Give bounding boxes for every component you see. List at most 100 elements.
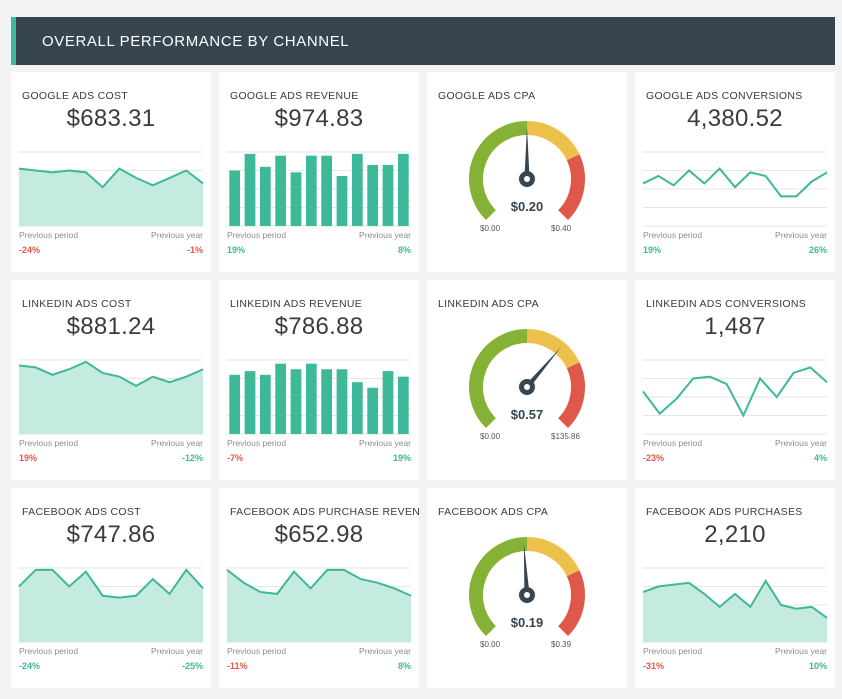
linkedin-ads-conversions-previous-year-value: 4% bbox=[813, 453, 827, 463]
google-ads-revenue-bar[interactable] bbox=[351, 153, 363, 226]
linkedin-ads-revenue-bar[interactable] bbox=[305, 363, 317, 434]
linkedin-ads-cpa-title: LINKEDIN ADS CPA bbox=[438, 298, 539, 310]
facebook-ads-purchases-previous-period-label: Previous period bbox=[643, 646, 703, 656]
linkedin-ads-revenue-bar[interactable] bbox=[259, 374, 271, 434]
linkedin-ads-cost-chart bbox=[18, 359, 204, 435]
linkedin-ads-revenue-bar[interactable] bbox=[229, 374, 241, 434]
facebook-ads-purchases-previous-year-label: Previous year bbox=[775, 646, 827, 656]
facebook-ads-purchase-revenue-chart bbox=[226, 567, 412, 643]
google-ads-conversions-widget[interactable]: GOOGLE ADS CONVERSIONS 4,380.52 Previous p… bbox=[635, 72, 835, 272]
google-ads-conversions-previous-year-value: 26% bbox=[808, 245, 827, 255]
google-ads-cost-widget[interactable]: GOOGLE ADS COST $683.31 Previous period Pre… bbox=[11, 72, 211, 272]
linkedin-ads-cpa-min-label: $0.00 bbox=[480, 432, 501, 441]
google-ads-revenue-previous-year-label: Previous year bbox=[359, 230, 411, 240]
google-ads-cpa-needle-pin bbox=[524, 176, 530, 182]
google-ads-conversions-previous-year-label: Previous year bbox=[775, 230, 827, 240]
facebook-ads-cpa-widget[interactable]: FACEBOOK ADS CPA $0.19 $0.00 $0.39 bbox=[427, 488, 627, 688]
facebook-ads-cpa-gauge-mid-segment bbox=[526, 537, 580, 577]
google-ads-conversions-value: 4,380.52 bbox=[687, 105, 783, 132]
linkedin-ads-revenue-bar[interactable] bbox=[275, 363, 287, 434]
linkedin-ads-revenue-bar[interactable] bbox=[367, 387, 379, 434]
linkedin-ads-revenue-previous-year-value: 19% bbox=[392, 453, 411, 463]
facebook-ads-cpa-gauge-low-segment bbox=[469, 537, 528, 637]
google-ads-revenue-title: GOOGLE ADS REVENUE bbox=[230, 90, 359, 102]
linkedin-ads-revenue-chart bbox=[227, 359, 411, 435]
linkedin-ads-conversions-widget[interactable]: LINKEDIN ADS CONVERSIONS 1,487 Previous pe… bbox=[635, 280, 835, 480]
google-ads-cost-title: GOOGLE ADS COST bbox=[22, 90, 129, 102]
linkedin-ads-revenue-bar[interactable] bbox=[321, 369, 333, 434]
facebook-ads-purchase-revenue-previous-year-label: Previous year bbox=[359, 646, 411, 656]
facebook-ads-purchase-revenue-previous-period-label: Previous period bbox=[227, 646, 287, 656]
linkedin-ads-revenue-bar[interactable] bbox=[336, 369, 348, 434]
google-ads-revenue-bar[interactable] bbox=[290, 172, 302, 226]
facebook-ads-purchases-title: FACEBOOK ADS PURCHASES bbox=[646, 506, 803, 518]
facebook-ads-purchase-revenue-title: FACEBOOK ADS PURCHASE REVEN bbox=[230, 506, 419, 518]
google-ads-revenue-bar[interactable] bbox=[397, 153, 409, 226]
google-ads-cost-line bbox=[18, 167, 204, 189]
linkedin-ads-cost-area-fill bbox=[19, 361, 203, 434]
google-ads-revenue-bar[interactable] bbox=[321, 155, 333, 226]
linkedin-ads-conversions-previous-year-label: Previous year bbox=[775, 438, 827, 448]
linkedin-ads-revenue-bar[interactable] bbox=[351, 382, 363, 434]
google-ads-cpa-needle bbox=[524, 127, 530, 179]
linkedin-ads-cpa-widget[interactable]: LINKEDIN ADS CPA $0.57 $0.00 $135.86 bbox=[427, 280, 627, 480]
facebook-ads-purchases-previous-year-value: 10% bbox=[808, 661, 827, 671]
facebook-ads-purchase-revenue-previous-period-value: -11% bbox=[227, 661, 248, 671]
google-ads-cpa-widget[interactable]: GOOGLE ADS CPA $0.20 $0.00 $0.40 bbox=[427, 72, 627, 272]
facebook-ads-purchases-area-fill bbox=[643, 580, 827, 642]
linkedin-ads-cost-title: LINKEDIN ADS COST bbox=[22, 298, 132, 310]
google-ads-revenue-value: $974.83 bbox=[274, 105, 364, 132]
facebook-ads-cpa-needle bbox=[523, 543, 530, 596]
linkedin-ads-cpa-needle bbox=[525, 347, 561, 389]
google-ads-cost-value: $683.31 bbox=[66, 105, 156, 132]
facebook-ads-cost-value: $747.86 bbox=[66, 521, 156, 548]
facebook-ads-purchases-widget[interactable]: FACEBOOK ADS PURCHASES 2,210 Previous peri… bbox=[635, 488, 835, 688]
linkedin-ads-revenue-bar[interactable] bbox=[290, 369, 302, 434]
linkedin-ads-cost-value: $881.24 bbox=[66, 313, 156, 340]
linkedin-ads-revenue-bar[interactable] bbox=[382, 371, 394, 434]
google-ads-revenue-widget[interactable]: GOOGLE ADS REVENUE $974.83 Previous period… bbox=[219, 72, 419, 272]
facebook-ads-cost-line bbox=[18, 568, 204, 599]
facebook-ads-cpa-min-label: $0.00 bbox=[480, 640, 501, 649]
linkedin-ads-cost-previous-year-value: -12% bbox=[181, 453, 203, 463]
google-ads-revenue-chart bbox=[227, 151, 411, 227]
google-ads-revenue-bar[interactable] bbox=[259, 166, 271, 226]
linkedin-ads-cost-widget[interactable]: LINKEDIN ADS COST $881.24 Previous period P… bbox=[11, 280, 211, 480]
google-ads-revenue-bar[interactable] bbox=[336, 176, 348, 226]
facebook-ads-cost-widget[interactable]: FACEBOOK ADS COST $747.86 Previous period P… bbox=[11, 488, 211, 688]
facebook-ads-cpa-gauge-high-segment bbox=[557, 570, 585, 637]
linkedin-ads-cpa-gauge bbox=[469, 329, 585, 429]
facebook-ads-purchase-revenue-widget[interactable]: FACEBOOK ADS PURCHASE REVEN $652.98 Previo… bbox=[219, 488, 419, 688]
dashboard-title: OVERALL PERFORMANCE BY CHANNEL bbox=[42, 33, 350, 50]
facebook-ads-cpa-needle-pin bbox=[524, 592, 530, 598]
google-ads-cost-previous-period-value: -24% bbox=[19, 245, 41, 255]
google-ads-conversions-chart bbox=[642, 151, 828, 227]
google-ads-conversions-previous-period-value: 19% bbox=[643, 245, 662, 255]
google-ads-revenue-bar[interactable] bbox=[367, 164, 379, 226]
google-ads-revenue-bar[interactable] bbox=[229, 170, 241, 227]
linkedin-ads-revenue-widget[interactable]: LINKEDIN ADS REVENUE $786.88 Previous peri… bbox=[219, 280, 419, 480]
google-ads-conversions-previous-period-label: Previous period bbox=[643, 230, 703, 240]
facebook-ads-cost-previous-year-label: Previous year bbox=[151, 646, 203, 656]
facebook-ads-cost-area-fill bbox=[19, 569, 203, 642]
google-ads-cpa-gauge-high-segment bbox=[557, 154, 585, 221]
google-ads-revenue-bar[interactable] bbox=[382, 164, 394, 226]
facebook-ads-purchase-revenue-previous-year-value: 8% bbox=[397, 661, 411, 671]
linkedin-ads-cost-previous-period-label: Previous period bbox=[19, 438, 79, 448]
google-ads-cpa-gauge-low-segment bbox=[469, 121, 528, 221]
google-ads-conversions-title: GOOGLE ADS CONVERSIONS bbox=[646, 90, 803, 102]
linkedin-ads-revenue-previous-year-label: Previous year bbox=[359, 438, 411, 448]
linkedin-ads-revenue-bar[interactable] bbox=[244, 371, 256, 434]
linkedin-ads-cost-previous-period-value: 19% bbox=[19, 453, 38, 463]
linkedin-ads-revenue-bar[interactable] bbox=[397, 376, 409, 434]
google-ads-revenue-bar[interactable] bbox=[244, 153, 256, 226]
facebook-ads-cpa-max-label: $0.39 bbox=[551, 640, 572, 649]
google-ads-revenue-bar[interactable] bbox=[305, 155, 317, 226]
facebook-ads-cost-previous-period-value: -24% bbox=[19, 661, 41, 671]
linkedin-ads-cost-line bbox=[18, 360, 204, 388]
google-ads-cpa-gauge bbox=[469, 121, 585, 221]
google-ads-revenue-bar[interactable] bbox=[275, 155, 287, 226]
google-ads-cpa-max-label: $0.40 bbox=[551, 224, 572, 233]
google-ads-revenue-previous-year-value: 8% bbox=[397, 245, 411, 255]
google-ads-conversions-line bbox=[642, 167, 828, 198]
